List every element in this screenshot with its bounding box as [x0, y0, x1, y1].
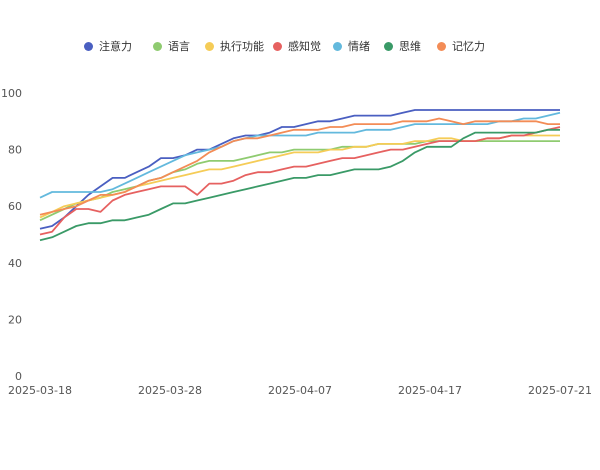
y-tick-label: 60 — [8, 200, 22, 213]
legend-label: 注意力 — [99, 40, 132, 53]
legend-marker-icon — [273, 41, 282, 51]
legend-marker-icon — [333, 41, 342, 51]
legend-marker-icon — [153, 41, 162, 51]
legend-marker-icon — [437, 41, 446, 51]
legend: 注意力 语言 执行功能 感知觉 情绪 思维 记忆力 — [0, 36, 600, 56]
legend-label: 记忆力 — [452, 40, 485, 53]
legend-item[interactable]: 注意力 — [84, 36, 132, 56]
x-tick-label: 2025-03-18 — [8, 384, 72, 397]
x-tick-label: 2025-04-07 — [268, 384, 332, 397]
series-line-2 — [39, 134, 560, 219]
series-line-4 — [39, 111, 561, 199]
legend-marker-icon — [205, 41, 214, 51]
y-tick-label: 40 — [8, 257, 22, 270]
legend-marker-icon — [84, 41, 93, 51]
y-tick-label: 20 — [8, 313, 22, 326]
series-line-3 — [39, 126, 561, 236]
legend-label: 思维 — [399, 40, 421, 53]
y-tick-label: 0 — [15, 370, 22, 383]
y-tick-label: 100 — [1, 87, 22, 100]
legend-item[interactable]: 记忆力 — [437, 36, 485, 56]
x-tick-label: 2025-07-21 — [528, 384, 592, 397]
x-tick-label: 2025-04-17 — [398, 384, 462, 397]
legend-item[interactable]: 执行功能 — [205, 36, 264, 56]
x-tick-label: 2025-03-28 — [138, 384, 202, 397]
y-tick-label: 80 — [8, 144, 22, 157]
legend-label: 语言 — [168, 40, 190, 53]
legend-marker-icon — [384, 41, 393, 51]
legend-label: 执行功能 — [220, 40, 264, 53]
legend-label: 感知觉 — [288, 40, 321, 53]
legend-label: 情绪 — [348, 40, 370, 53]
series-line-6 — [39, 117, 560, 216]
legend-item[interactable]: 思维 — [384, 36, 421, 56]
series-line-5 — [39, 128, 560, 242]
series-line-0 — [39, 109, 560, 230]
legend-item[interactable]: 语言 — [153, 36, 190, 56]
legend-item[interactable]: 感知觉 — [273, 36, 321, 56]
legend-item[interactable]: 情绪 — [333, 36, 370, 56]
